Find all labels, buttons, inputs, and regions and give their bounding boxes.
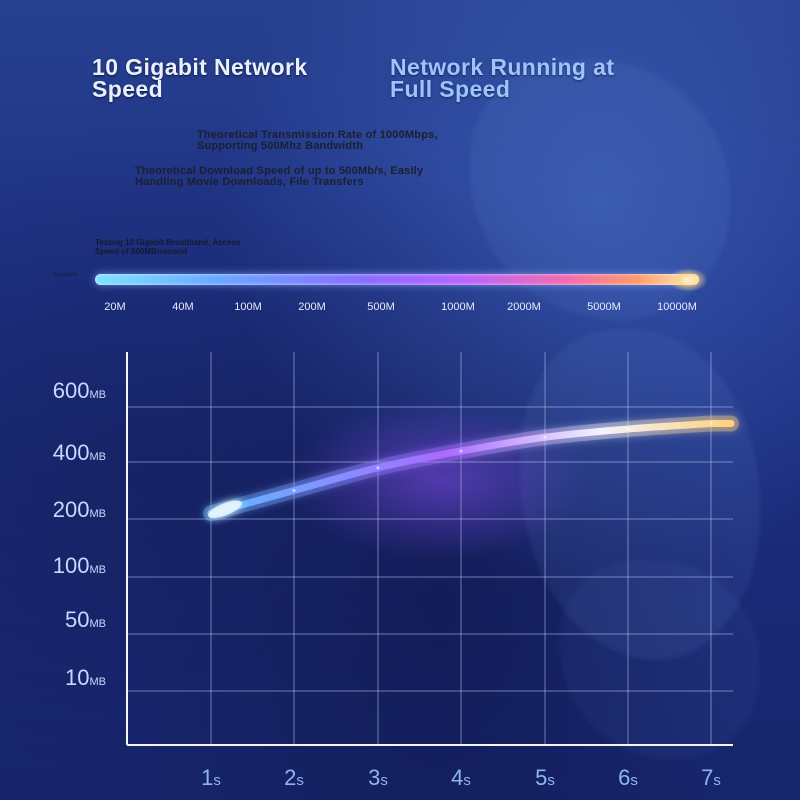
y-axis-tick-label: 600MB <box>53 378 106 403</box>
speed-scale-tick: 200M <box>298 301 326 313</box>
x-axis-tick-label: 3s <box>368 765 388 790</box>
x-axis-tick-label: 7s <box>701 765 721 790</box>
series-point <box>376 466 380 470</box>
headline-left: 10 Gigabit Network Speed <box>92 54 308 102</box>
description-transmission-rate: Theoretical Transmission Rate of 1000Mbp… <box>197 129 438 152</box>
speed-scale-tick: 5000M <box>587 301 621 313</box>
broadband-label: Broadband <box>53 272 78 278</box>
description-download-speed: Theoretical Download Speed of up to 500M… <box>135 165 424 188</box>
chart-axes <box>126 352 733 746</box>
speed-scale-tick: 100M <box>234 301 262 313</box>
speed-bar-glow <box>668 268 708 292</box>
y-axis-tick-label: 200MB <box>53 497 106 522</box>
x-axis-labels: 1s 2s 3s 4s 5s 6s 7s <box>201 765 721 790</box>
series-point <box>709 422 713 425</box>
speed-scale-tick: 500M <box>367 301 395 313</box>
series-point <box>292 489 296 492</box>
y-axis-tick-label: 400MB <box>53 440 106 465</box>
series-point <box>459 449 463 453</box>
x-axis-tick-label: 1s <box>201 765 221 790</box>
chart-series <box>203 415 739 522</box>
speed-scale-tick: 20M <box>104 301 126 313</box>
x-axis-tick-label: 5s <box>535 765 555 790</box>
series-start-glow <box>208 500 242 519</box>
speed-scale-bar <box>95 274 699 285</box>
speed-scale-tick: 2000M <box>507 301 541 313</box>
y-axis-tick-label: 100MB <box>53 553 106 578</box>
series-point <box>626 427 630 431</box>
x-axis-tick-label: 2s <box>284 765 304 790</box>
y-axis-labels: 600MB 400MB 200MB 100MB 50MB 10MB <box>53 378 106 690</box>
y-axis-tick-label: 50MB <box>65 607 106 632</box>
background-figure-shape <box>560 560 760 760</box>
speed-scale-tick: 40M <box>172 301 194 313</box>
x-axis-tick-label: 4s <box>451 765 471 790</box>
y-axis-tick-label: 10MB <box>65 665 106 690</box>
headline-right: Network Running at Full Speed <box>390 54 615 102</box>
speed-scale-tick: 1000M <box>441 301 475 313</box>
series-point <box>543 435 547 439</box>
broadband-test-note: Testing 10 Gigabit Broadband, Access Spe… <box>95 238 241 256</box>
speed-scale-tick: 10000M <box>657 301 697 313</box>
x-axis-tick-label: 6s <box>618 765 638 790</box>
